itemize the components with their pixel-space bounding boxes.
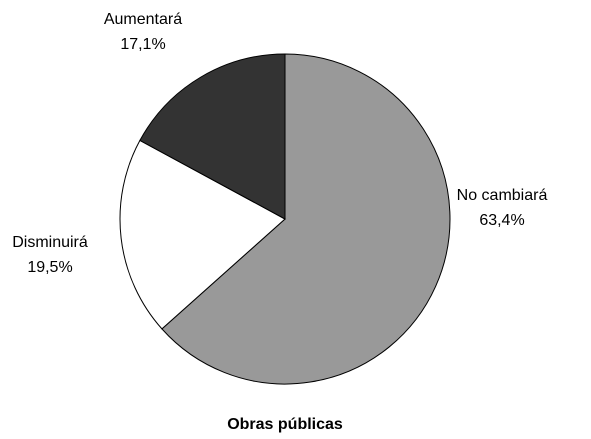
slice-label: No cambiará bbox=[457, 187, 548, 204]
pie-slice bbox=[139, 53, 286, 220]
slice-value-label: 63,4% bbox=[479, 212, 524, 229]
pie-slice bbox=[119, 139, 286, 330]
slice-label: Aumentará bbox=[104, 11, 182, 28]
slice-label: Disminuirá bbox=[12, 234, 88, 251]
slice-value-label: 17,1% bbox=[120, 36, 165, 53]
chart-title: Obras públicas bbox=[227, 416, 343, 433]
slice-value-label: 19,5% bbox=[27, 259, 72, 276]
pie-slice bbox=[161, 53, 451, 385]
